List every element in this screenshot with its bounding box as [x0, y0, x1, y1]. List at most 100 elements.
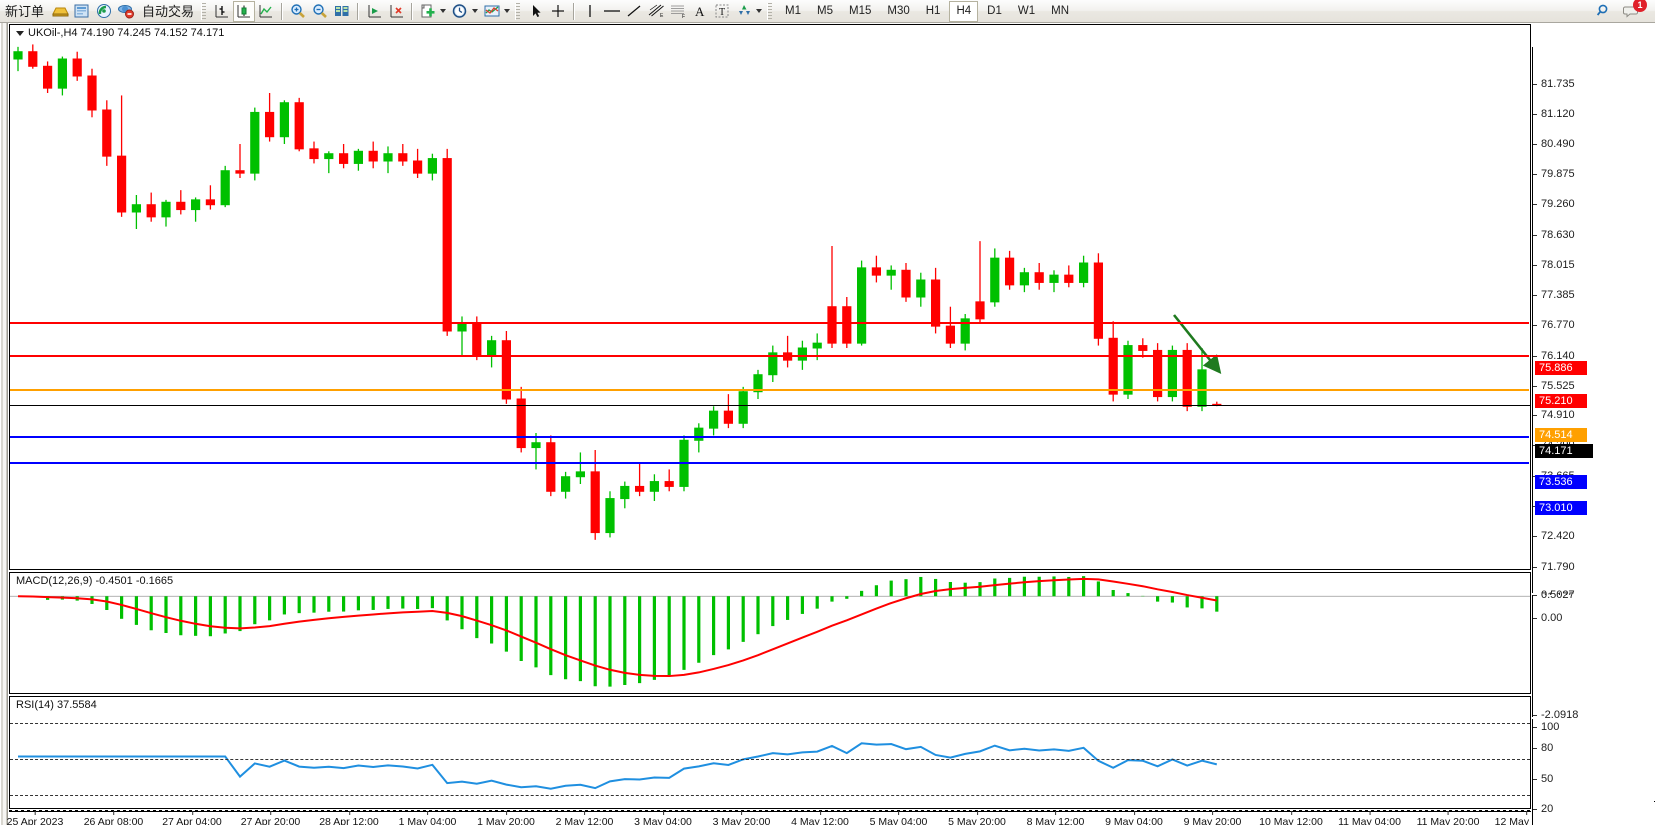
price-tick: 79.260	[1533, 198, 1575, 210]
autotrade-icon[interactable]	[115, 1, 137, 22]
zoom-in-icon[interactable]	[287, 1, 309, 22]
timeframe-d1[interactable]: D1	[987, 4, 1002, 17]
toolbar-separator-3	[411, 2, 414, 20]
price-label-pivot[interactable]: 74.514	[1535, 427, 1587, 442]
macd-panel[interactable]: MACD(12,26,9) -0.4501 -0.1665	[9, 572, 1531, 694]
time-tick-label: 11 May 20:00	[1417, 811, 1479, 825]
price-scale[interactable]: 81.735 81.120 80.490 79.875 79.260 78.630 78.0…	[1532, 47, 1654, 603]
chart-grid-icon[interactable]	[331, 1, 353, 22]
vertical-line-icon[interactable]	[579, 1, 601, 22]
current-price-line	[10, 405, 1530, 407]
timeframe-w1[interactable]: W1	[1017, 4, 1036, 17]
svg-text:E: E	[660, 13, 664, 19]
period-dropdown-caret[interactable]	[472, 9, 479, 13]
level-line-resistance-1[interactable]	[10, 320, 1530, 328]
rsi-panel[interactable]: RSI(14) 37.5584	[9, 696, 1531, 809]
timeframe-h4[interactable]: H4	[949, 0, 979, 22]
time-tick-label: 2 May 12:00	[556, 811, 613, 825]
level-handle[interactable]	[1529, 435, 1530, 443]
indicators-dropdown-caret[interactable]	[440, 9, 447, 13]
level-line-pivot[interactable]	[10, 387, 1530, 395]
toolbar-separator-4	[573, 2, 576, 20]
time-tick-label: 26 Apr 08:00	[84, 811, 143, 825]
text-box-icon[interactable]: T	[711, 1, 733, 22]
new-order-button[interactable]: 新订单	[0, 0, 49, 23]
price-label-support-2[interactable]: 73.010	[1535, 500, 1587, 515]
time-scale[interactable]: 25 Apr 2023 26 Apr 08:00 27 Apr 04:00 27 Ap…	[7, 810, 1558, 825]
chart-shift-icon[interactable]	[385, 1, 407, 22]
trend-line-icon[interactable]	[623, 1, 645, 22]
indicators-icon[interactable]	[417, 1, 439, 22]
time-tick-label: 1 May 04:00	[399, 811, 456, 825]
level-handle[interactable]	[1529, 387, 1530, 395]
level-handle[interactable]	[1529, 460, 1530, 468]
price-tick: 81.120	[1533, 108, 1575, 120]
rsi-tick: 50	[1533, 773, 1553, 785]
signals-icon[interactable]	[93, 1, 115, 22]
alerts-count-badge: 1	[1633, 0, 1647, 12]
draw-shapes-icon[interactable]	[733, 1, 755, 22]
horizontal-line-icon[interactable]	[601, 1, 623, 22]
time-tick-label: 27 Apr 20:00	[241, 811, 300, 825]
bar-chart-icon[interactable]	[211, 1, 233, 22]
price-chart-panel[interactable]: UKOil-,H4 74.190 74.245 74.152 74.171	[9, 24, 1531, 570]
timeframe-m5[interactable]: M5	[817, 4, 833, 17]
search-icon[interactable]	[1593, 1, 1615, 22]
auto-scroll-icon[interactable]	[363, 1, 385, 22]
price-tick: 74.910	[1533, 409, 1575, 421]
price-tick: 78.015	[1533, 259, 1575, 271]
fibonacci-retracement-icon[interactable]: F	[667, 1, 689, 22]
main-toolbar: 新订单 自动交易	[0, 0, 1655, 23]
timeframe-m15[interactable]: M15	[849, 4, 872, 17]
period-icon[interactable]	[449, 1, 471, 22]
level-line-resistance-2[interactable]	[10, 353, 1530, 361]
toolbar-grip[interactable]	[201, 2, 207, 20]
autotrade-button[interactable]: 自动交易	[137, 0, 199, 23]
alerts-bubble-icon[interactable]: 1	[1621, 0, 1647, 22]
time-tick-label: 25 Apr 2023	[7, 811, 63, 825]
price-label-support-1[interactable]: 73.536	[1535, 475, 1587, 490]
crosshair-icon[interactable]	[547, 1, 569, 22]
svg-text:T: T	[719, 7, 725, 18]
macd-tick: 0.00	[1533, 612, 1562, 624]
rsi-level-20	[10, 795, 1530, 796]
toolbar-grip-3[interactable]	[767, 2, 773, 20]
price-tick: 79.875	[1533, 168, 1575, 180]
macd-tick: 0.5027	[1533, 589, 1575, 601]
price-tick: 76.140	[1533, 350, 1575, 362]
toolbar-grip-2[interactable]	[515, 2, 521, 20]
chart-collapse-icon[interactable]	[16, 30, 24, 36]
chart-area: UKOil-,H4 74.190 74.245 74.152 74.171 81…	[0, 23, 1655, 825]
level-handle[interactable]	[1529, 320, 1530, 328]
price-tick: 77.385	[1533, 289, 1575, 301]
gold-bar-icon[interactable]	[49, 1, 71, 22]
price-label-resistance-2[interactable]: 75.210	[1535, 393, 1587, 408]
macd-scale[interactable]: 0.5027 0.00 -2.0918	[1532, 589, 1654, 721]
templates-dropdown-caret[interactable]	[504, 9, 511, 13]
chart-scrollbar[interactable]	[0, 23, 8, 825]
shapes-dropdown-caret[interactable]	[756, 9, 763, 13]
cursor-icon[interactable]	[525, 1, 547, 22]
macd-series	[10, 576, 1530, 687]
price-label-resistance-1[interactable]: 75.886	[1535, 360, 1587, 375]
candlestick-chart-icon[interactable]	[233, 0, 256, 22]
candlestick-series	[13, 44, 1222, 540]
rsi-scale[interactable]: 100 80 50 20	[1532, 719, 1654, 825]
time-tick-label: 11 May 04:00	[1338, 811, 1401, 825]
news-icon[interactable]	[71, 1, 93, 22]
equidistant-channel-icon[interactable]: E	[645, 1, 667, 22]
price-tick: 75.525	[1533, 380, 1575, 392]
timeframe-m30[interactable]: M30	[887, 4, 910, 17]
line-chart-icon[interactable]	[255, 1, 277, 22]
level-line-support-1[interactable]	[10, 435, 1530, 443]
price-tick: 78.630	[1533, 229, 1575, 241]
timeframe-h1[interactable]: H1	[925, 4, 941, 17]
level-handle[interactable]	[1529, 353, 1530, 361]
time-tick-label: 9 May 04:00	[1105, 811, 1163, 825]
level-line-support-2[interactable]	[10, 460, 1530, 468]
timeframe-m1[interactable]: M1	[785, 4, 802, 17]
timeframe-mn[interactable]: MN	[1051, 4, 1069, 17]
zoom-out-icon[interactable]	[309, 1, 331, 22]
text-label-icon[interactable]: A	[689, 1, 711, 22]
templates-icon[interactable]	[481, 1, 503, 22]
